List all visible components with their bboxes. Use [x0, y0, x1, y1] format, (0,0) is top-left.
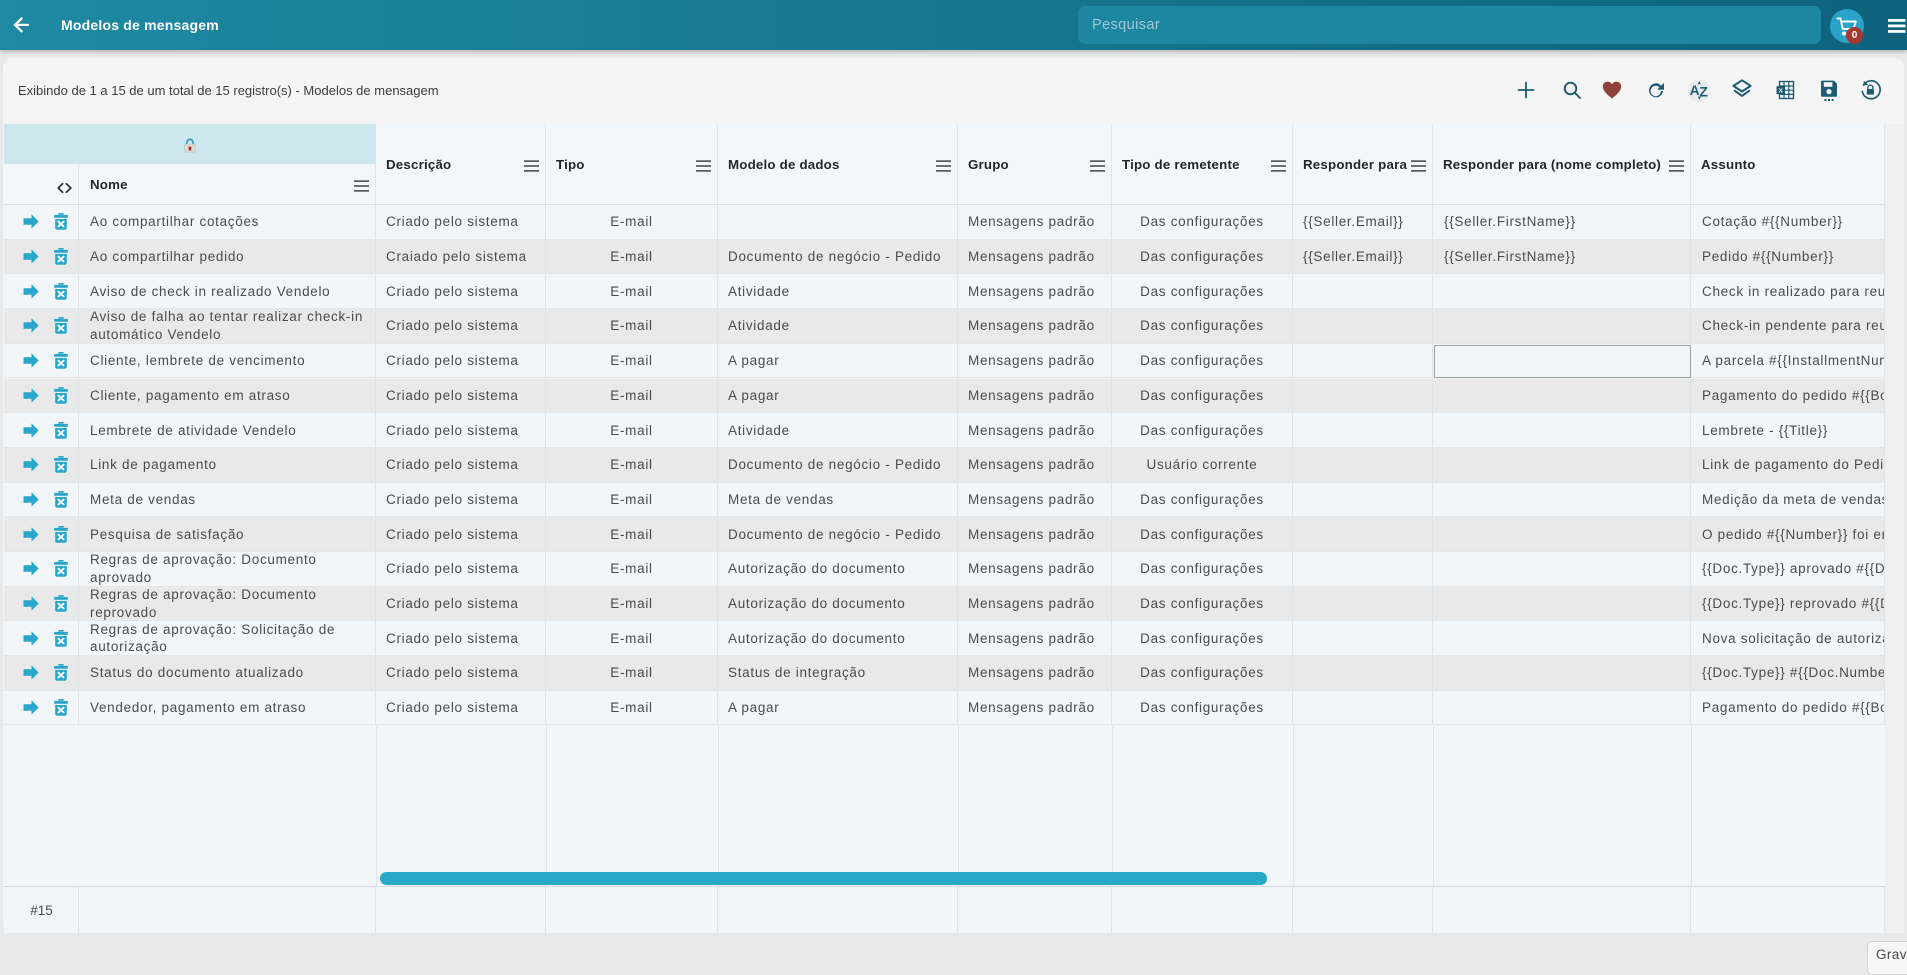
svg-text:Z: Z — [1699, 84, 1708, 99]
svg-text:x: x — [1778, 86, 1783, 95]
svg-text:A: A — [1689, 83, 1699, 98]
